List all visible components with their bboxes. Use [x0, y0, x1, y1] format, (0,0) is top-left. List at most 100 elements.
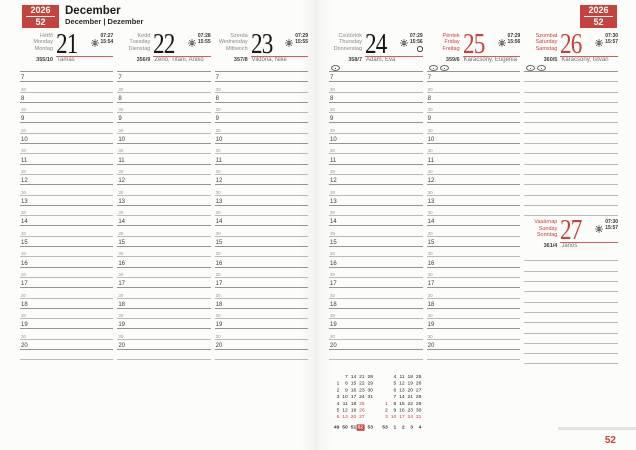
- half-hour-label: 30: [427, 292, 433, 298]
- namedays: Zénó, Tifani, Anikó: [154, 57, 204, 63]
- half-hour-label: 30: [215, 168, 221, 174]
- mini-calendar-cell: 27: [415, 387, 422, 394]
- day-ordinal: 359/6: [445, 57, 460, 63]
- hour-line: 30: [20, 185, 114, 196]
- day-header: Péntek Friday Freitag 25 07:29 15:56 359/6 Kará…: [426, 28, 521, 72]
- mini-calendar-week-row: 49 50 51 52 53: [331, 424, 373, 431]
- half-hour-label: 30: [330, 189, 336, 195]
- mini-calendar-cell: 13: [399, 387, 405, 394]
- hour-label: 11: [118, 157, 125, 164]
- mini-calendar-cell: 5: [336, 407, 340, 414]
- sun-times: 07:29 15:56: [399, 30, 423, 56]
- badge-divider: [26, 16, 55, 17]
- day-name-label: Szerda: [230, 33, 248, 39]
- half-hour-label: 30: [118, 210, 124, 216]
- hour-line: 7: [214, 72, 308, 83]
- mini-calendar-cell: 16: [399, 407, 405, 414]
- sunrise-time: 07:28: [197, 33, 211, 39]
- oval-symbol-icon: [537, 65, 547, 71]
- mini-calendar-row: 1 8 15 22 29: [331, 381, 373, 388]
- half-hour-label: 30: [118, 271, 124, 277]
- hour-line: 30: [214, 165, 308, 175]
- half-hour-label: 30: [215, 251, 221, 257]
- sunset-time: 15:56: [409, 38, 423, 45]
- half-hour-label: 30: [118, 168, 124, 174]
- hour-label: 11: [21, 157, 28, 164]
- hour-line: [524, 134, 619, 145]
- oval-symbol-icon: [428, 65, 438, 71]
- hour-label: 7: [427, 75, 432, 82]
- mini-calendar-cell: 28: [367, 374, 373, 380]
- hour-line: [524, 313, 619, 324]
- mini-calendar-cell: 29: [367, 380, 373, 387]
- hour-line: 7: [329, 72, 423, 83]
- namedays: Karácsony, Eugénia: [463, 57, 517, 63]
- mini-calendar-cell: 3: [336, 394, 340, 400]
- hour-label: 10: [427, 137, 435, 144]
- date-number: 25: [462, 28, 485, 60]
- full-moon-icon: [417, 46, 423, 52]
- hour-line: 19: [329, 319, 423, 330]
- day-ordinal: 355/10: [36, 57, 53, 63]
- sun-times: 07:27 15:54: [90, 30, 113, 56]
- half-hour-label: 30: [118, 107, 124, 113]
- mini-calendar-week-number: 53: [367, 424, 373, 430]
- hour-line: [117, 350, 211, 361]
- half-hour-label: 30: [215, 230, 221, 236]
- oval-symbol-icon: [331, 65, 340, 71]
- mini-calendar-cell: 10: [342, 394, 348, 400]
- half-hour-label: 30: [330, 107, 336, 113]
- hour-line: 12: [214, 175, 308, 186]
- sunset-time: 15:56: [507, 38, 521, 45]
- mini-calendar-row: 6 13 20 27: [379, 387, 421, 394]
- hour-grid: 7 30 8 30 9 30 10 30 11 30 12 30 13 30 14 30 15 30 16 30 17 3…: [20, 72, 114, 361]
- mini-calendar-cell: 18: [350, 400, 357, 407]
- sun-times: 07:29 15:56: [497, 30, 521, 56]
- half-hour-label: 30: [330, 210, 336, 216]
- mini-calendar-week-row: 53 1 2 3 4: [379, 424, 421, 430]
- namedays: Viktória, Niké: [251, 57, 287, 63]
- hour-line: 8: [214, 93, 308, 103]
- hour-label: 11: [215, 157, 222, 164]
- hour-label: 16: [21, 260, 28, 267]
- namedays: Karácsony, István: [561, 57, 609, 63]
- hour-label: 18: [118, 301, 126, 308]
- hour-line: 30: [20, 268, 114, 278]
- mini-calendar-cell: 28: [415, 394, 422, 400]
- sun-times: 07:29 15:55: [285, 30, 308, 56]
- hour-label: 8: [215, 95, 219, 102]
- hour-line: 30: [117, 103, 211, 114]
- hour-line: [524, 206, 619, 217]
- hour-line: 30: [214, 82, 308, 93]
- mini-calendar-row: 5 12 19 26: [379, 381, 421, 388]
- half-hour-label: 30: [330, 292, 336, 298]
- hour-label: 11: [427, 157, 434, 164]
- hour-line: 30: [329, 247, 423, 258]
- day-names: Csütörtök Thursday Donnerstag: [329, 30, 362, 57]
- hour-line: 30: [329, 82, 423, 93]
- day-name-label: Donnerstag: [333, 45, 362, 52]
- mini-calendar-cell: 12: [342, 407, 348, 414]
- week-badge: 2026 52: [580, 5, 617, 28]
- hour-line: 10: [20, 134, 114, 145]
- hour-label: 7: [118, 75, 122, 82]
- hour-line: 19: [214, 319, 308, 330]
- mini-calendar-cell: 30: [415, 407, 422, 414]
- hour-label: 10: [215, 137, 223, 144]
- mini-calendar-week-number: 51: [350, 424, 357, 430]
- hour-line: 17: [214, 278, 308, 289]
- sunrise-sunset-icon: [399, 34, 408, 48]
- hour-line: [524, 93, 619, 103]
- hour-line: 30: [214, 247, 308, 258]
- hour-line: 20: [117, 340, 211, 351]
- hour-line: [524, 282, 619, 293]
- hour-line: 15: [117, 237, 211, 248]
- sunset-time: 15:55: [295, 38, 308, 45]
- date-number: 21: [56, 28, 78, 60]
- mini-calendar-cell: 11: [342, 400, 348, 407]
- mini-calendar: 7 14 21 28 1 8 15 22 29 2 9 16 23 30 3 10 17 24 31 4 11 18 25 5…: [331, 374, 421, 431]
- week-badge: 2026 52: [22, 5, 59, 28]
- half-hour-label: 30: [215, 148, 221, 154]
- hour-line: 14: [329, 216, 423, 227]
- hour-label: 13: [21, 198, 28, 205]
